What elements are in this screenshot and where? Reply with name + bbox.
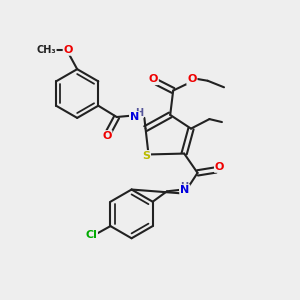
Text: Cl: Cl [85,230,97,240]
Text: O: O [148,74,158,84]
Text: N: N [130,112,139,122]
Text: O: O [187,74,196,84]
Text: CH₃: CH₃ [36,45,56,55]
Text: O: O [215,162,224,172]
Text: O: O [64,45,73,55]
Text: N: N [180,185,189,195]
Text: O: O [102,131,112,141]
Text: H: H [135,108,143,118]
Text: S: S [142,151,150,161]
Text: H: H [180,182,188,192]
